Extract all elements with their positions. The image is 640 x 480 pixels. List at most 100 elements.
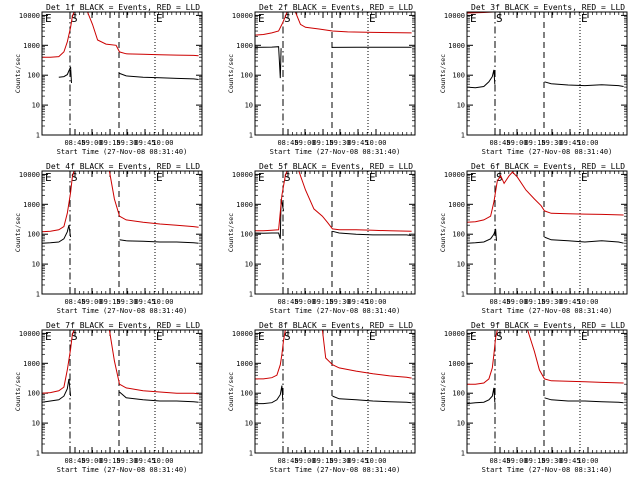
x-axis-label: Start Time (27-Nov-08 08:31:40): [482, 466, 613, 474]
y-tick-label: 100: [452, 231, 465, 239]
x-tick-label: 09:00: [294, 298, 315, 306]
series-line-events: [467, 387, 496, 405]
series-group: [42, 12, 199, 84]
marker-label: E: [470, 171, 477, 184]
series-group: [467, 12, 624, 89]
series-line-events: [544, 397, 624, 404]
chart-panel: Det 2f BLACK = Events, RED = LLD 1 10 100 10…: [227, 3, 416, 156]
y-tick-label: 1000: [23, 201, 40, 209]
y-tick-label: 100: [27, 72, 40, 80]
x-axis-label: Start Time (27-Nov-08 08:31:40): [270, 466, 401, 474]
series-line-lld: [255, 330, 286, 380]
marker-label: E: [45, 12, 52, 25]
series-line-lld: [42, 171, 75, 233]
y-tick-label: 100: [240, 72, 253, 80]
series-line-events: [58, 66, 72, 84]
y-tick-label: 10: [457, 420, 465, 428]
x-tick-label: 09:15: [312, 457, 333, 465]
series-line-lld: [255, 171, 288, 232]
series-line-lld: [467, 171, 624, 223]
chart-title: Det 6f BLACK = Events, RED = LLD: [471, 162, 625, 171]
y-tick-label: 1000: [448, 42, 465, 50]
chart-panel: Det 5f BLACK = Events, RED = LLD 1 10 100 10…: [227, 162, 416, 315]
y-tick-label: 10000: [232, 12, 253, 20]
chart-panel: Det 7f BLACK = Events, RED = LLD 1 10 100 10…: [14, 321, 203, 474]
y-tick-label: 100: [27, 390, 40, 398]
plot-frame: [254, 329, 416, 454]
series-line-events: [332, 395, 412, 404]
x-tick-label: 10:00: [577, 298, 598, 306]
y-tick-label: 10: [457, 102, 465, 110]
plot-frame: [41, 329, 203, 454]
marker-label: E: [581, 330, 588, 343]
y-tick-label: 100: [452, 72, 465, 80]
x-tick-label: 08:45: [64, 457, 85, 465]
series-line-lld: [298, 171, 412, 232]
marker-label: E: [581, 12, 588, 25]
plot-frame: [41, 170, 203, 295]
series-line-events: [42, 378, 72, 403]
y-tick-label: 1: [249, 450, 253, 458]
marker-label: E: [156, 171, 163, 184]
x-tick-label: 08:45: [64, 139, 85, 147]
marker-label: E: [470, 12, 477, 25]
x-tick-label: 10:00: [152, 298, 173, 306]
y-tick-label: 10: [245, 102, 253, 110]
y-tick-label: 10: [32, 261, 40, 269]
x-tick-label: 09:30: [116, 457, 137, 465]
y-tick-label: 1: [36, 291, 40, 299]
x-tick-label: 09:00: [506, 139, 527, 147]
marker-label: E: [45, 330, 52, 343]
chart-title: Det 2f BLACK = Events, RED = LLD: [259, 3, 413, 12]
x-tick-label: 09:30: [541, 139, 562, 147]
y-axis-label: Counts/sec: [439, 372, 447, 411]
x-tick-label: 08:45: [277, 139, 298, 147]
series-group: [255, 171, 412, 239]
x-tick-label: 09:30: [329, 298, 350, 306]
marker-label: E: [258, 171, 265, 184]
y-tick-label: 1000: [236, 360, 253, 368]
chart-title: Det 4f BLACK = Events, RED = LLD: [46, 162, 200, 171]
series-line-lld: [467, 330, 498, 385]
x-tick-label: 08:45: [277, 298, 298, 306]
x-tick-label: 08:45: [489, 457, 510, 465]
series-line-events: [255, 46, 282, 79]
y-tick-label: 1: [36, 132, 40, 140]
x-tick-label: 09:00: [81, 139, 102, 147]
x-tick-label: 09:30: [329, 457, 350, 465]
y-tick-label: 1: [249, 132, 253, 140]
x-tick-label: 09:15: [524, 298, 545, 306]
x-tick-label: 08:45: [277, 457, 298, 465]
y-tick-label: 1: [36, 450, 40, 458]
x-tick-label: 09:15: [312, 139, 333, 147]
x-tick-label: 09:45: [347, 457, 368, 465]
x-tick-label: 10:00: [365, 139, 386, 147]
x-tick-label: 09:00: [294, 457, 315, 465]
series-group: [467, 330, 624, 405]
marker-label: S: [71, 330, 78, 343]
x-tick-label: 09:15: [99, 139, 120, 147]
x-axis-label: Start Time (27-Nov-08 08:31:40): [57, 466, 188, 474]
marker-label: E: [369, 12, 376, 25]
chart-title: Det 1f BLACK = Events, RED = LLD: [46, 3, 200, 12]
y-axis-label: Counts/sec: [14, 54, 22, 93]
y-tick-label: 10: [457, 261, 465, 269]
series-group: [42, 171, 199, 244]
marker-label: E: [45, 171, 52, 184]
x-tick-label: 10:00: [152, 457, 173, 465]
chart-panel: Det 8f BLACK = Events, RED = LLD 1 10 100 10…: [227, 321, 416, 474]
y-axis-label: Counts/sec: [14, 213, 22, 252]
x-tick-label: 10:00: [152, 139, 173, 147]
chart-title: Det 7f BLACK = Events, RED = LLD: [46, 321, 200, 330]
y-tick-label: 1000: [448, 360, 465, 368]
series-line-lld: [255, 12, 288, 36]
y-tick-label: 10000: [19, 330, 40, 338]
series-line-events: [255, 385, 284, 405]
y-tick-label: 10: [32, 420, 40, 428]
series-line-events: [544, 81, 624, 87]
y-tick-label: 1000: [236, 42, 253, 50]
x-tick-label: 09:00: [81, 298, 102, 306]
x-axis-label: Start Time (27-Nov-08 08:31:40): [270, 148, 401, 156]
